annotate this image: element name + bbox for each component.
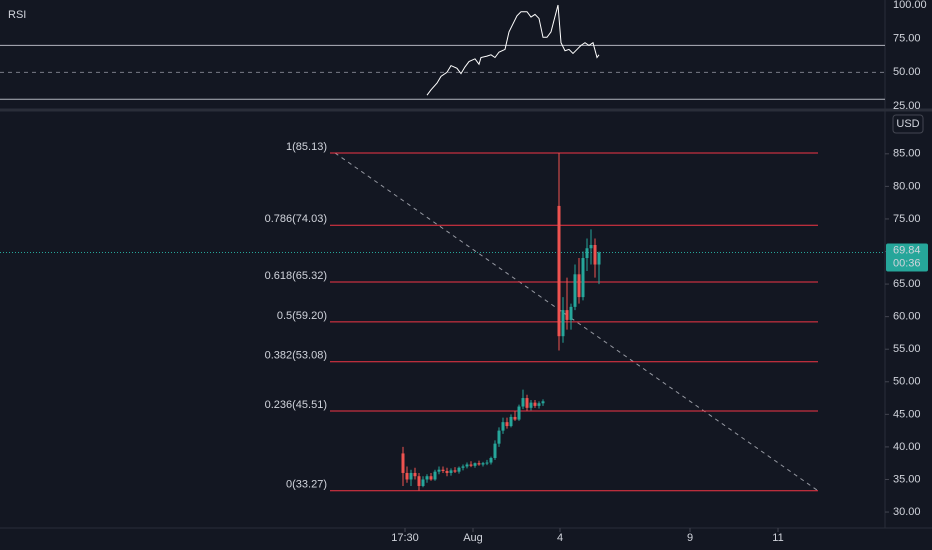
candle-body [521, 398, 525, 407]
rsi-tick-label: 25.00 [893, 100, 921, 112]
fib-label: 1(85.13) [286, 141, 327, 153]
currency-badge[interactable] [892, 114, 924, 134]
y-tick-label: 35.00 [893, 473, 921, 485]
candle-body [453, 470, 457, 472]
candle-body [421, 479, 425, 486]
y-tick-label: 60.00 [893, 311, 921, 323]
candle-body [557, 205, 561, 337]
x-tick-label: 4 [557, 532, 563, 544]
x-tick-label: 11 [772, 532, 783, 544]
candle-body [461, 466, 465, 468]
rsi-tick-label: 75.00 [893, 33, 921, 45]
x-tick-label: 9 [687, 532, 693, 544]
fib-label: 0.5(59.20) [277, 310, 327, 322]
candle-body [473, 463, 477, 466]
candle-body [465, 464, 469, 467]
candle-body [429, 476, 433, 480]
candle-body [497, 430, 501, 444]
y-tick-label: 75.00 [893, 213, 921, 225]
candle-body [433, 471, 437, 480]
y-tick-label: 55.00 [893, 343, 921, 355]
candle-body [573, 274, 577, 307]
candle-body [445, 471, 449, 473]
candle-body [537, 403, 541, 406]
candle-body [477, 463, 481, 465]
candle-body [517, 406, 521, 420]
trend-line [334, 152, 819, 492]
candle-body [581, 258, 585, 298]
candle-body [513, 416, 517, 420]
rsi-line [426, 4, 600, 96]
rsi-title: RSI [8, 9, 26, 21]
rsi-tick-label: 50.00 [893, 66, 921, 78]
candle-body [501, 422, 505, 431]
y-tick-label: 30.00 [893, 506, 921, 518]
y-tick-label: 50.00 [893, 376, 921, 388]
x-tick-label: Aug [463, 532, 483, 544]
candle-body [577, 274, 581, 298]
y-tick-label: 80.00 [893, 180, 921, 192]
candle-body [417, 476, 421, 486]
candle-body [585, 248, 589, 259]
fib-label: 0(33.27) [286, 479, 327, 491]
candle-body [425, 476, 429, 480]
candle-body [489, 457, 493, 463]
candle-body [505, 422, 509, 427]
y-tick-label: 45.00 [893, 408, 921, 420]
countdown-label: 00:36 [893, 257, 921, 269]
candle-body [413, 472, 417, 477]
candle-body [457, 467, 461, 472]
candle-body [405, 472, 409, 480]
candle-body [437, 469, 441, 472]
candle-body [525, 398, 529, 408]
candle-body [481, 463, 485, 465]
candle-body [509, 416, 513, 427]
candle-body [529, 402, 533, 408]
candle-body [597, 252, 601, 265]
fib-label: 0.618(65.32) [265, 270, 327, 282]
fib-label: 0.382(53.08) [265, 350, 327, 362]
currency-label: USD [896, 118, 919, 130]
candle-body [485, 462, 489, 464]
fib-label: 0.236(45.51) [265, 399, 327, 411]
candle-body [493, 443, 497, 458]
candle-body [449, 470, 453, 473]
candle-body [589, 245, 593, 249]
candle-body [401, 453, 405, 473]
x-tick-label: 17:30 [391, 532, 419, 544]
y-tick-label: 85.00 [893, 148, 921, 160]
last-price-label: 69.84 [893, 244, 921, 256]
candle-body [409, 472, 413, 480]
candle-body [541, 401, 545, 404]
candle-body [569, 306, 573, 320]
candle-body [565, 310, 569, 320]
y-tick-label: 65.00 [893, 278, 921, 290]
candle-body [533, 402, 537, 406]
candle-body [561, 310, 565, 337]
last-price-badge [886, 243, 928, 272]
candle-body [593, 245, 597, 265]
fib-label: 0.786(74.03) [265, 213, 327, 225]
y-tick-label: 40.00 [893, 441, 921, 453]
candle-body [469, 464, 473, 466]
rsi-tick-label: 100.00 [893, 0, 927, 11]
candle-body [441, 469, 445, 472]
